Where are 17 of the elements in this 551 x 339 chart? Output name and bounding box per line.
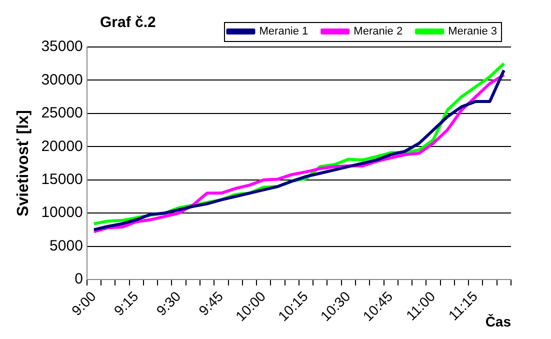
x-tick-label: 9:15: [110, 288, 142, 319]
y-tick-label: 35000: [41, 38, 83, 56]
y-tick-label: 10000: [41, 204, 83, 222]
x-axis-title: Čas: [485, 313, 512, 330]
y-axis-title: Svietivosť [lx]: [15, 110, 32, 216]
y-tick-label: 15000: [41, 171, 83, 188]
y-tick-label: 5000: [50, 237, 83, 254]
chart-title: Graf č.2: [100, 14, 156, 31]
x-tick-label: 9:30: [153, 288, 184, 319]
y-tick-label: 30000: [41, 71, 83, 88]
x-tick-label: 9:00: [68, 288, 99, 319]
legend-label: Meranie 2: [354, 26, 403, 38]
y-tick-label: 20000: [41, 138, 83, 155]
legend-label: Meranie 3: [448, 26, 498, 38]
y-tick-label: 0: [74, 270, 83, 288]
legend-label: Meranie 1: [259, 26, 308, 38]
y-tick-label: 25000: [41, 104, 83, 122]
